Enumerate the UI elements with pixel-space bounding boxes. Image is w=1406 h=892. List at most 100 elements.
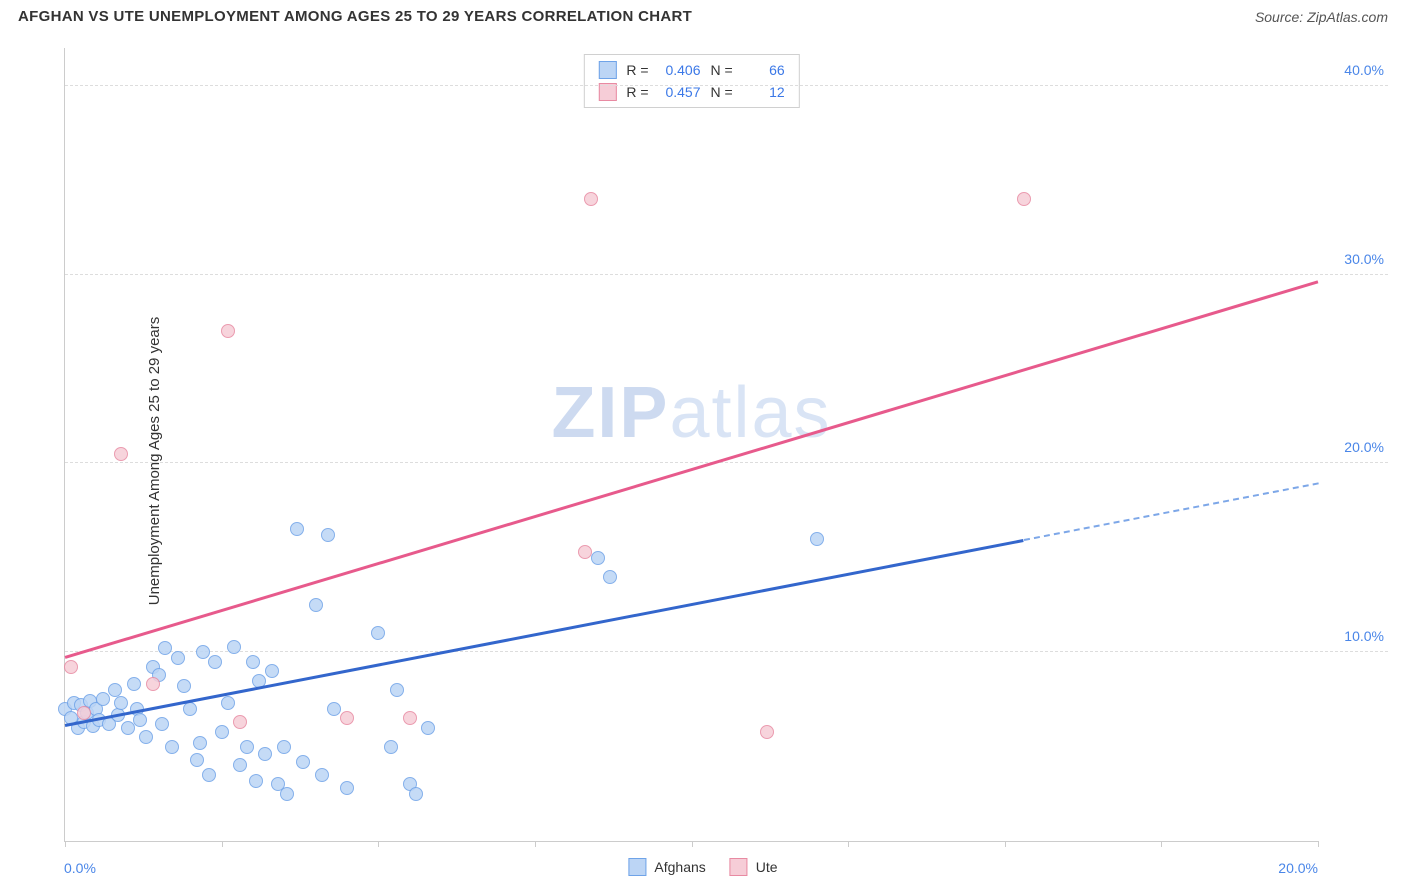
legend-row: R =0.406 N =66	[598, 59, 784, 81]
data-point	[246, 655, 260, 669]
data-point	[315, 768, 329, 782]
data-point	[578, 545, 592, 559]
x-tick	[848, 841, 849, 847]
y-tick-label: 20.0%	[1344, 439, 1384, 455]
data-point	[108, 683, 122, 697]
n-stat: N =66	[711, 62, 785, 78]
watermark-light: atlas	[669, 373, 831, 453]
x-tick-label: 0.0%	[64, 860, 96, 876]
chart-container: Unemployment Among Ages 25 to 29 years Z…	[18, 40, 1388, 882]
watermark: ZIPatlas	[551, 372, 831, 454]
legend-label: Afghans	[654, 859, 705, 875]
x-tick	[535, 841, 536, 847]
data-point	[171, 651, 185, 665]
data-point	[221, 696, 235, 710]
data-point	[165, 740, 179, 754]
data-point	[114, 447, 128, 461]
data-point	[603, 570, 617, 584]
trend-line	[1023, 482, 1318, 541]
data-point	[371, 626, 385, 640]
data-point	[215, 725, 229, 739]
data-point	[202, 768, 216, 782]
gridline	[65, 85, 1388, 86]
chart-title: AFGHAN VS UTE UNEMPLOYMENT AMONG AGES 25…	[18, 8, 692, 25]
trend-line	[65, 280, 1319, 658]
y-tick-label: 10.0%	[1344, 628, 1384, 644]
data-point	[121, 721, 135, 735]
gridline	[65, 651, 1388, 652]
data-point	[233, 758, 247, 772]
data-point	[139, 730, 153, 744]
plot-area: ZIPatlas R =0.406N =66R =0.457N =12 10.0…	[64, 48, 1318, 842]
gridline	[65, 462, 1388, 463]
chart-header: AFGHAN VS UTE UNEMPLOYMENT AMONG AGES 25…	[0, 0, 1406, 31]
data-point	[240, 740, 254, 754]
data-point	[384, 740, 398, 754]
x-tick	[1005, 841, 1006, 847]
legend-swatch	[730, 858, 748, 876]
data-point	[290, 522, 304, 536]
x-tick	[222, 841, 223, 847]
data-point	[258, 747, 272, 761]
data-point	[155, 717, 169, 731]
data-point	[1017, 192, 1031, 206]
data-point	[183, 702, 197, 716]
data-point	[340, 711, 354, 725]
data-point	[127, 677, 141, 691]
x-tick	[65, 841, 66, 847]
trend-line	[65, 539, 1024, 726]
y-tick-label: 40.0%	[1344, 62, 1384, 78]
data-point	[190, 753, 204, 767]
n-stat: N =12	[711, 84, 785, 100]
correlation-legend: R =0.406 N =66 R =0.457 N =12	[583, 54, 799, 108]
watermark-bold: ZIP	[551, 373, 669, 453]
data-point	[403, 711, 417, 725]
data-point	[196, 645, 210, 659]
legend-item: Ute	[730, 858, 778, 876]
r-stat: R =0.406	[626, 62, 700, 78]
data-point	[810, 532, 824, 546]
data-point	[390, 683, 404, 697]
data-point	[321, 528, 335, 542]
data-point	[409, 787, 423, 801]
data-point	[591, 551, 605, 565]
data-point	[177, 679, 191, 693]
data-point	[309, 598, 323, 612]
data-point	[277, 740, 291, 754]
data-point	[133, 713, 147, 727]
x-tick-label: 20.0%	[1278, 860, 1318, 876]
legend-item: Afghans	[628, 858, 705, 876]
data-point	[760, 725, 774, 739]
data-point	[208, 655, 222, 669]
source-attribution: Source: ZipAtlas.com	[1255, 9, 1388, 25]
x-tick	[1161, 841, 1162, 847]
series-legend: Afghans Ute	[628, 858, 777, 876]
data-point	[64, 660, 78, 674]
data-point	[146, 677, 160, 691]
data-point	[296, 755, 310, 769]
x-tick	[692, 841, 693, 847]
legend-swatch	[598, 61, 616, 79]
data-point	[584, 192, 598, 206]
legend-label: Ute	[756, 859, 778, 875]
y-tick-label: 30.0%	[1344, 251, 1384, 267]
data-point	[327, 702, 341, 716]
data-point	[265, 664, 279, 678]
data-point	[77, 706, 91, 720]
data-point	[421, 721, 435, 735]
data-point	[227, 640, 241, 654]
x-tick	[1318, 841, 1319, 847]
data-point	[340, 781, 354, 795]
data-point	[193, 736, 207, 750]
data-point	[249, 774, 263, 788]
r-stat: R =0.457	[626, 84, 700, 100]
gridline	[65, 274, 1388, 275]
data-point	[96, 692, 110, 706]
x-tick	[378, 841, 379, 847]
data-point	[221, 324, 235, 338]
legend-swatch	[628, 858, 646, 876]
data-point	[280, 787, 294, 801]
data-point	[114, 696, 128, 710]
data-point	[158, 641, 172, 655]
data-point	[233, 715, 247, 729]
